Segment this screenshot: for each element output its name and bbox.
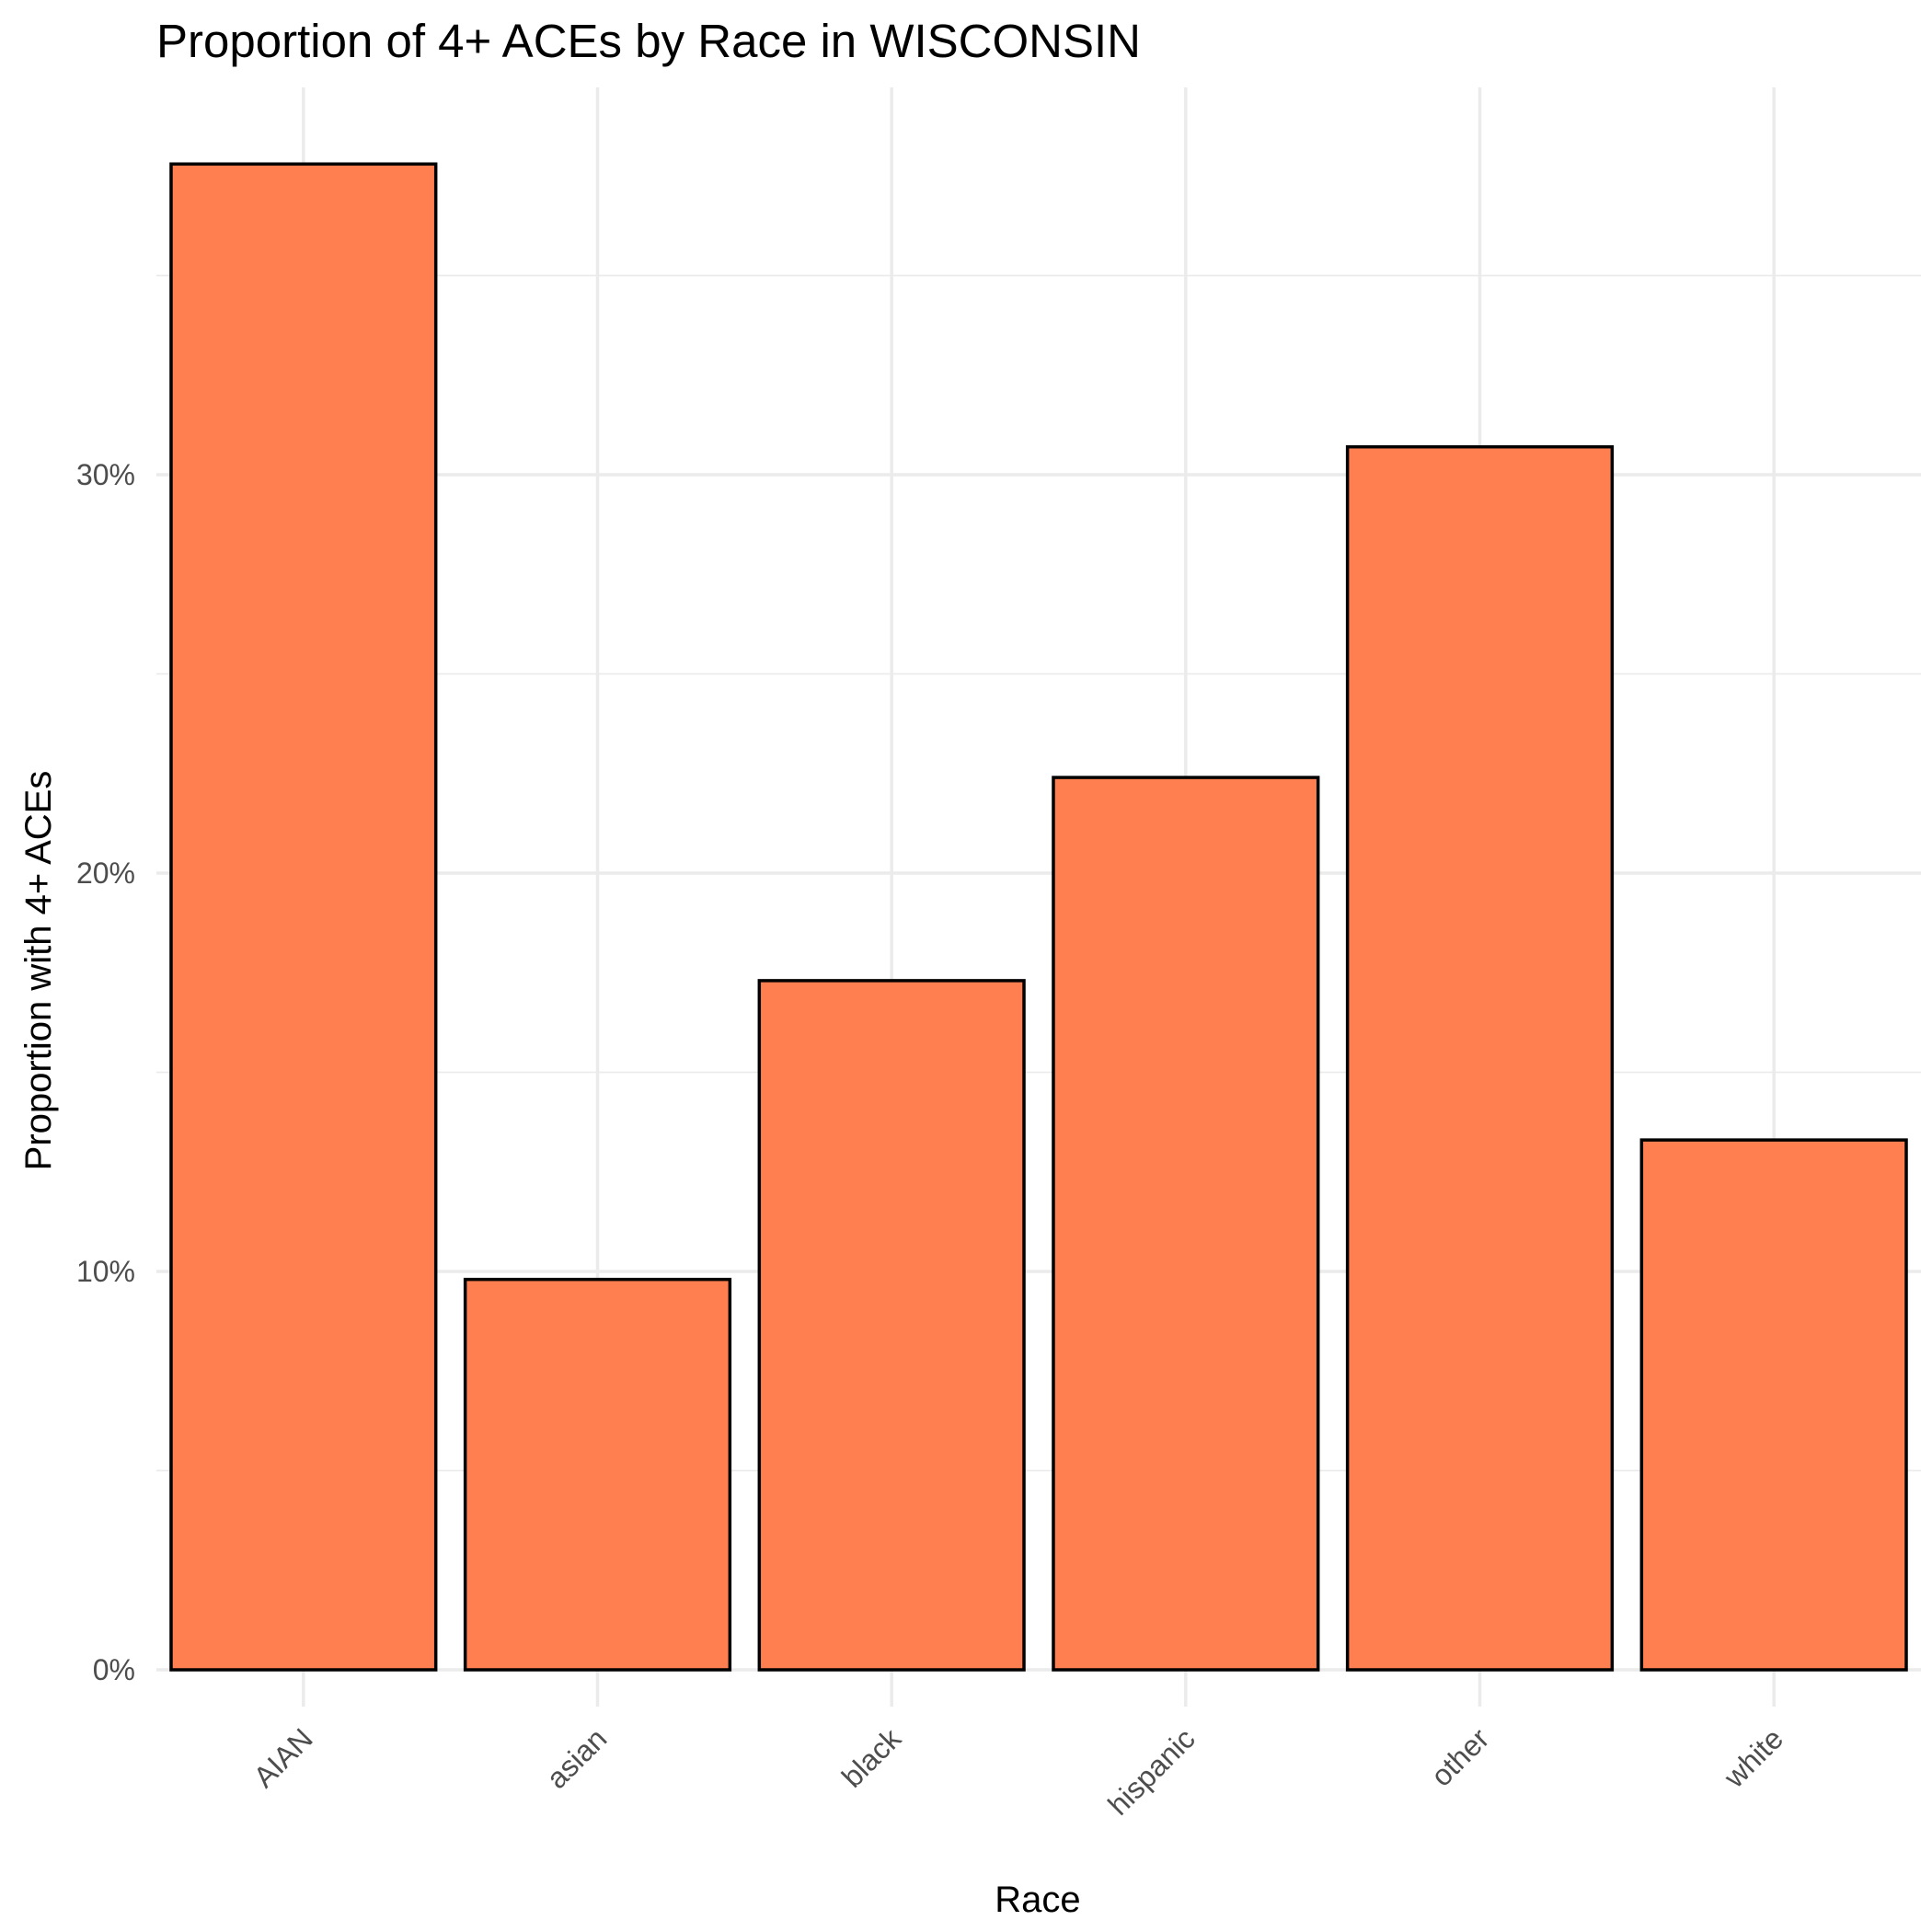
- bar-asian: [463, 1277, 732, 1672]
- bar-black: [757, 979, 1026, 1672]
- bars: [169, 162, 1908, 1672]
- bar-white: [1639, 1138, 1908, 1672]
- y-tick-label: 10%: [76, 1255, 135, 1288]
- bar-hispanic: [1052, 776, 1320, 1672]
- bar-other: [1345, 444, 1615, 1672]
- chart-title: Proportion of 4+ ACEs by Race in WISCONS…: [156, 15, 1141, 67]
- y-axis-tick-labels: 0% 10% 20% 30%: [76, 458, 135, 1686]
- y-axis-title: Proportion with 4+ ACEs: [18, 771, 59, 1171]
- x-axis-title: Race: [995, 1880, 1080, 1920]
- y-tick-label: 30%: [76, 458, 135, 491]
- bar-aian: [169, 162, 438, 1672]
- y-tick-label: 0%: [93, 1653, 135, 1686]
- y-tick-label: 20%: [76, 857, 135, 890]
